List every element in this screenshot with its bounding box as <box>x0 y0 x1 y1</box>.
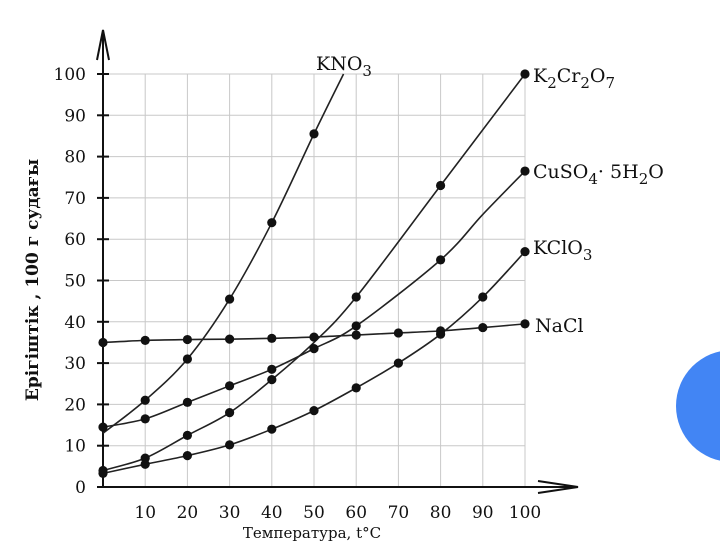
series-line-kno <box>102 73 345 434</box>
point-nacl-0 <box>98 337 108 348</box>
point-k2cr2o7-60 <box>351 292 361 302</box>
y-tick-label-30: 30 <box>64 354 86 374</box>
point-cuso4-5h2o-30 <box>225 381 235 391</box>
point-cuso4-5h2o-20 <box>182 397 192 407</box>
point-nacl-70 <box>393 328 403 338</box>
x-tick-label-20: 20 <box>177 503 199 523</box>
y-tick-label-90: 90 <box>64 106 86 126</box>
point-kclo3-60 <box>351 383 361 393</box>
point-cuso4-5h2o-80 <box>436 255 446 265</box>
y-tick-label-70: 70 <box>64 189 86 209</box>
point-kclo3-90 <box>478 292 488 302</box>
point-kno-20 <box>182 354 192 364</box>
x-tick-label-90: 90 <box>472 503 494 523</box>
point-kclo3-20 <box>182 451 192 461</box>
y-tick-label-0: 0 <box>75 478 86 498</box>
point-cuso4-5h2o-100 <box>520 166 530 176</box>
y-tick-label-100: 100 <box>54 65 86 85</box>
point-cuso4-5h2o-10 <box>140 414 150 424</box>
series-line-cuso4-5h2o <box>102 170 526 428</box>
x-axis-arrow <box>537 480 579 494</box>
x-tick-label-40: 40 <box>261 503 283 523</box>
y-tick-label-40: 40 <box>64 313 86 333</box>
point-kno-50 <box>309 129 319 139</box>
y-tick-labels: 0 10 20 30 40 50 60 70 80 90 100 <box>54 65 86 498</box>
point-cuso4-5h2o-60 <box>351 321 361 331</box>
point-nacl-80 <box>436 326 446 336</box>
x-tick-labels: 10 20 30 40 50 60 70 80 90 100 <box>134 503 541 523</box>
point-kno-10 <box>140 395 150 405</box>
point-nacl-40 <box>267 333 277 343</box>
point-k2cr2o7-100 <box>520 69 530 79</box>
point-k2cr2o7-40 <box>267 375 277 385</box>
x-tick-label-100: 100 <box>509 503 541 523</box>
point-nacl-60 <box>351 330 361 340</box>
y-axis-label: Ерігіштік , 100 г судағы <box>23 159 43 401</box>
point-nacl-50 <box>309 332 319 342</box>
point-nacl-30 <box>225 334 235 344</box>
point-kno-40 <box>267 218 277 228</box>
series-label-kclo3: KClO3 <box>533 237 592 264</box>
y-tick-label-80: 80 <box>64 148 86 168</box>
axes <box>96 29 579 494</box>
series-label-kno: KNO3 <box>316 53 372 80</box>
point-kclo3-30 <box>225 440 235 450</box>
point-kclo3-50 <box>309 405 319 416</box>
x-tick-label-80: 80 <box>430 503 452 523</box>
point-k2cr2o7-80 <box>436 180 446 191</box>
x-tick-label-50: 50 <box>303 503 325 523</box>
point-cuso4-5h2o-0 <box>98 422 108 432</box>
y-tick-label-50: 50 <box>64 272 86 292</box>
y-tick-label-20: 20 <box>64 395 86 415</box>
point-cuso4-5h2o-50 <box>309 344 319 354</box>
x-tick-label-10: 10 <box>134 503 156 523</box>
point-k2cr2o7-20 <box>182 430 192 440</box>
x-tick-label-30: 30 <box>219 503 241 523</box>
point-kclo3-40 <box>267 424 277 434</box>
y-tick-label-10: 10 <box>64 437 86 457</box>
point-nacl-10 <box>140 335 150 345</box>
x-tick-label-60: 60 <box>345 503 367 523</box>
point-nacl-100 <box>520 319 530 329</box>
point-kclo3-100 <box>520 246 530 257</box>
series-label-cuso4-5h2o: CuSO4· 5H2O <box>533 161 664 188</box>
data-points <box>98 69 530 478</box>
series-label-k2cr2o7: K2Cr2O7 <box>533 65 615 92</box>
y-axis-arrow <box>96 29 110 61</box>
y-tick-label-60: 60 <box>64 230 86 250</box>
point-cuso4-5h2o-40 <box>267 364 277 374</box>
point-kclo3-10 <box>140 459 150 469</box>
series-label-nacl: NaCl <box>535 315 584 337</box>
point-kno-30 <box>225 294 235 304</box>
point-kclo3-0 <box>98 468 108 478</box>
point-nacl-20 <box>182 334 192 345</box>
point-kclo3-70 <box>393 358 403 368</box>
point-nacl-90 <box>478 322 488 333</box>
point-k2cr2o7-30 <box>225 408 235 418</box>
x-axis-label: Температура, t°C <box>243 524 381 542</box>
x-tick-label-70: 70 <box>388 503 410 523</box>
series-labels: KNO3 K2Cr2O7 CuSO4· 5H2O KClO3 NaCl <box>316 53 664 337</box>
